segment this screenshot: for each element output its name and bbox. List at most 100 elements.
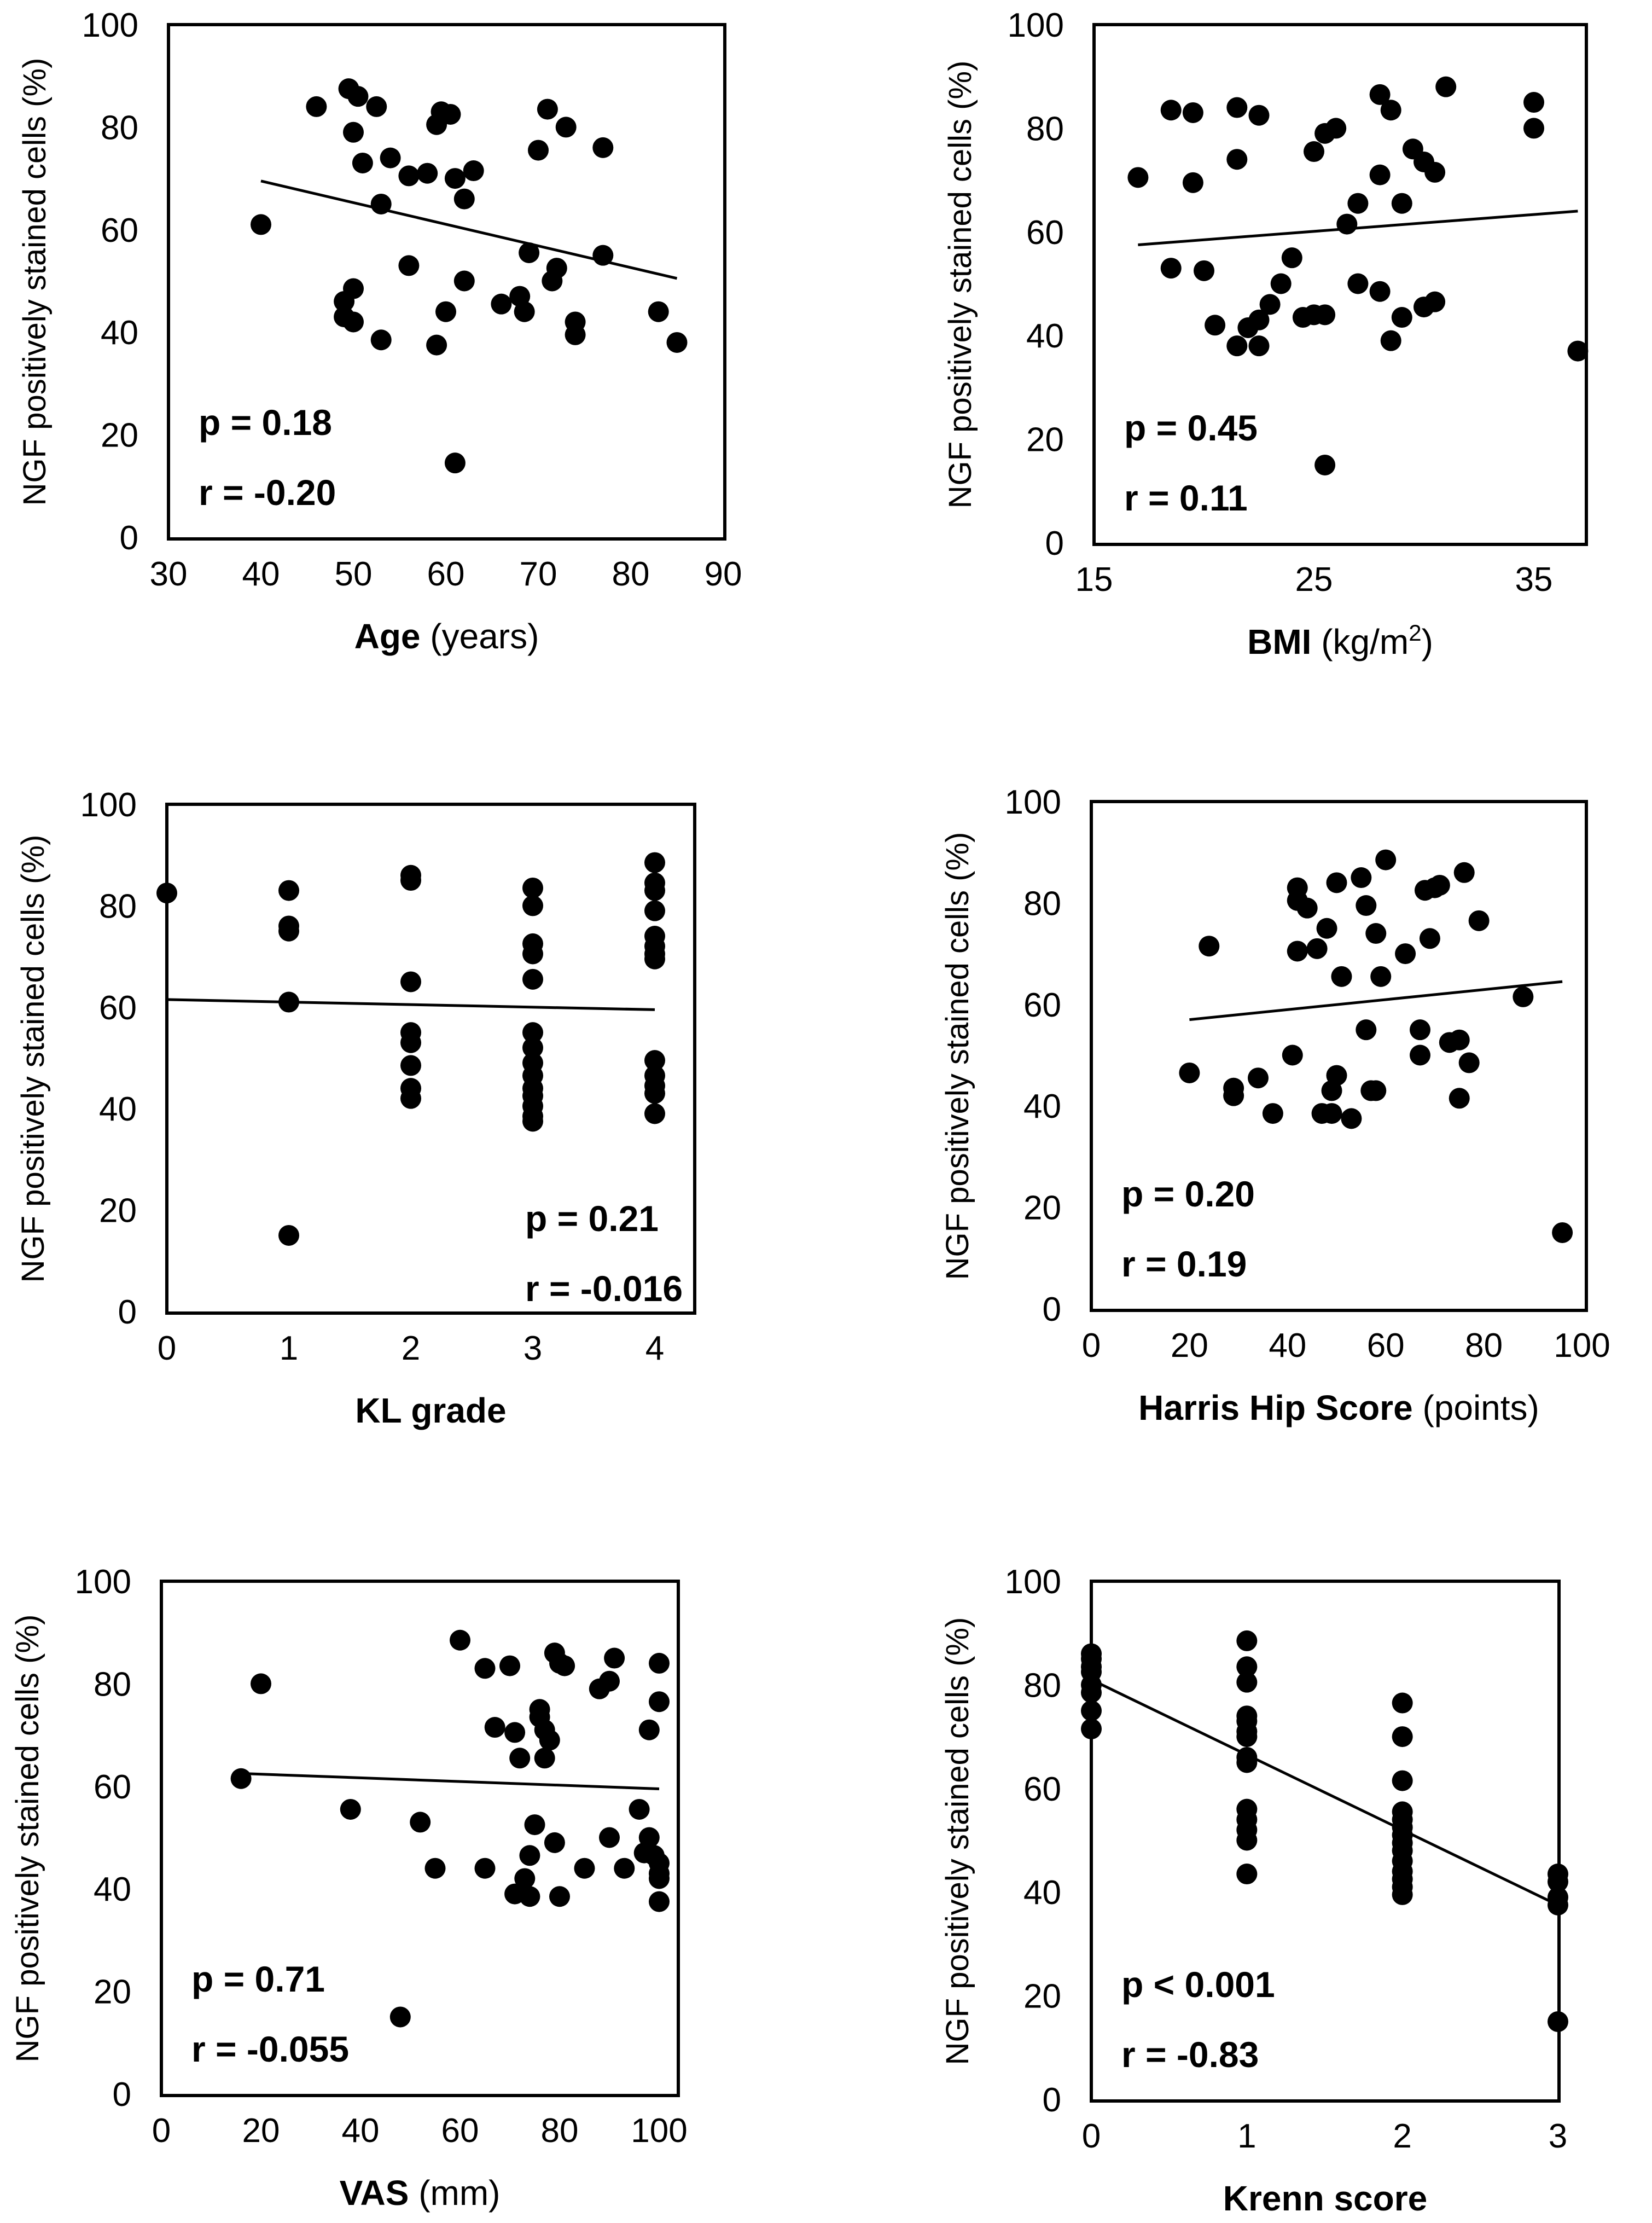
y-axis-label: NGF positively stained cells (%) [940, 1617, 975, 2065]
x-tick-label: 40 [1269, 1327, 1306, 1365]
y-tick-label: 80 [99, 887, 137, 925]
data-point [370, 329, 392, 351]
y-tick-label: 60 [1023, 1771, 1061, 1808]
data-point [398, 255, 420, 276]
x-tick-label: 0 [158, 1330, 176, 1367]
x-tick-label: 0 [1082, 1327, 1101, 1365]
data-point [400, 870, 421, 891]
plot-frame [1092, 23, 1588, 546]
trend-line [1090, 1678, 1559, 1907]
data-point [644, 1050, 665, 1071]
data-point [1296, 897, 1318, 919]
r-value-label: r = 0.11 [1124, 478, 1248, 518]
y-tick-label: 80 [1023, 1667, 1061, 1704]
data-point [1380, 100, 1401, 121]
data-point [1392, 1770, 1413, 1791]
data-point [340, 1798, 361, 1820]
x-axis-label-unit: (years) [421, 617, 539, 656]
data-point [519, 1886, 540, 1907]
data-point [278, 880, 299, 901]
data-point [1391, 307, 1412, 328]
trend-line [241, 1772, 660, 1790]
data-point [644, 948, 665, 970]
data-point [1236, 1671, 1258, 1693]
data-point [1223, 1085, 1244, 1106]
data-point [644, 1083, 665, 1104]
data-point [1182, 102, 1203, 123]
data-point [522, 895, 543, 916]
r-value-label: r = -0.83 [1121, 2034, 1259, 2075]
data-point [1523, 92, 1544, 113]
x-axis-label-bold: Harris Hip Score [1138, 1388, 1413, 1427]
data-point [1552, 1222, 1573, 1243]
data-point [1375, 849, 1397, 870]
data-point [347, 86, 369, 107]
data-point [1409, 1019, 1430, 1041]
data-point [1194, 260, 1214, 281]
data-point [666, 332, 688, 353]
data-point [1347, 193, 1369, 214]
data-point [534, 1748, 555, 1769]
data-point [370, 193, 392, 214]
data-point [366, 96, 387, 117]
y-tick-label: 0 [113, 2076, 131, 2114]
data-point [440, 103, 461, 125]
y-tick-label: 80 [101, 109, 138, 147]
x-tick-label: 80 [612, 555, 650, 593]
y-tick-label: 0 [118, 1293, 137, 1331]
y-tick-label: 80 [1023, 885, 1061, 922]
y-tick-label: 20 [1023, 1189, 1061, 1227]
data-point [574, 1858, 595, 1879]
x-tick-label: 3 [1549, 2117, 1567, 2155]
data-point [638, 1719, 660, 1740]
p-value-label: p = 0.45 [1124, 408, 1258, 448]
r-value-label: r = -0.055 [191, 2029, 349, 2069]
data-point [453, 188, 475, 210]
data-point [1523, 118, 1544, 139]
x-tick-label: 25 [1295, 561, 1333, 599]
data-point [1356, 1019, 1377, 1041]
data-point [1248, 335, 1270, 357]
y-axis-label: NGF positively stained cells (%) [940, 832, 975, 1280]
data-point [1409, 1044, 1430, 1066]
x-tick-label: 3 [523, 1330, 542, 1367]
x-tick-label: 90 [705, 555, 742, 593]
data-point [528, 140, 549, 161]
data-point [400, 971, 421, 992]
data-point [514, 301, 535, 322]
trend-line [166, 998, 655, 1011]
x-axis-label-unit: (mm) [409, 2173, 500, 2213]
y-tick-label: 20 [1026, 421, 1064, 459]
y-tick-label: 40 [99, 1090, 137, 1128]
y-tick-label: 40 [1023, 1874, 1061, 1912]
data-point [343, 311, 364, 333]
data-point [1314, 454, 1336, 475]
y-tick-label: 20 [101, 417, 138, 455]
data-point [1395, 943, 1416, 965]
x-axis-label-bold: Age [354, 617, 421, 656]
data-point [1081, 1700, 1102, 1721]
x-tick-label: 35 [1515, 561, 1553, 599]
data-point [444, 168, 466, 189]
x-axis-label: VAS (mm) [340, 2173, 501, 2213]
y-tick-label: 100 [80, 786, 137, 824]
data-point [522, 1037, 543, 1058]
y-tick-label: 80 [1026, 110, 1064, 148]
data-point [644, 900, 665, 921]
x-tick-label: 80 [541, 2112, 579, 2150]
data-point [1314, 304, 1336, 326]
data-point [343, 121, 364, 143]
data-point [549, 1886, 570, 1907]
y-tick-label: 40 [1026, 317, 1064, 355]
x-tick-label: 70 [520, 555, 557, 593]
data-point [1369, 84, 1391, 105]
data-point [565, 324, 586, 345]
data-point [514, 1868, 536, 1889]
x-tick-label: 40 [342, 2112, 380, 2150]
x-axis-label-unit: (kg/m [1311, 622, 1409, 661]
data-point [1321, 1103, 1342, 1124]
x-axis-label: Krenn score [1223, 2179, 1427, 2218]
p-value-label: p = 0.20 [1121, 1174, 1255, 1214]
data-point [1081, 1682, 1102, 1703]
x-tick-label: 60 [441, 2112, 479, 2150]
